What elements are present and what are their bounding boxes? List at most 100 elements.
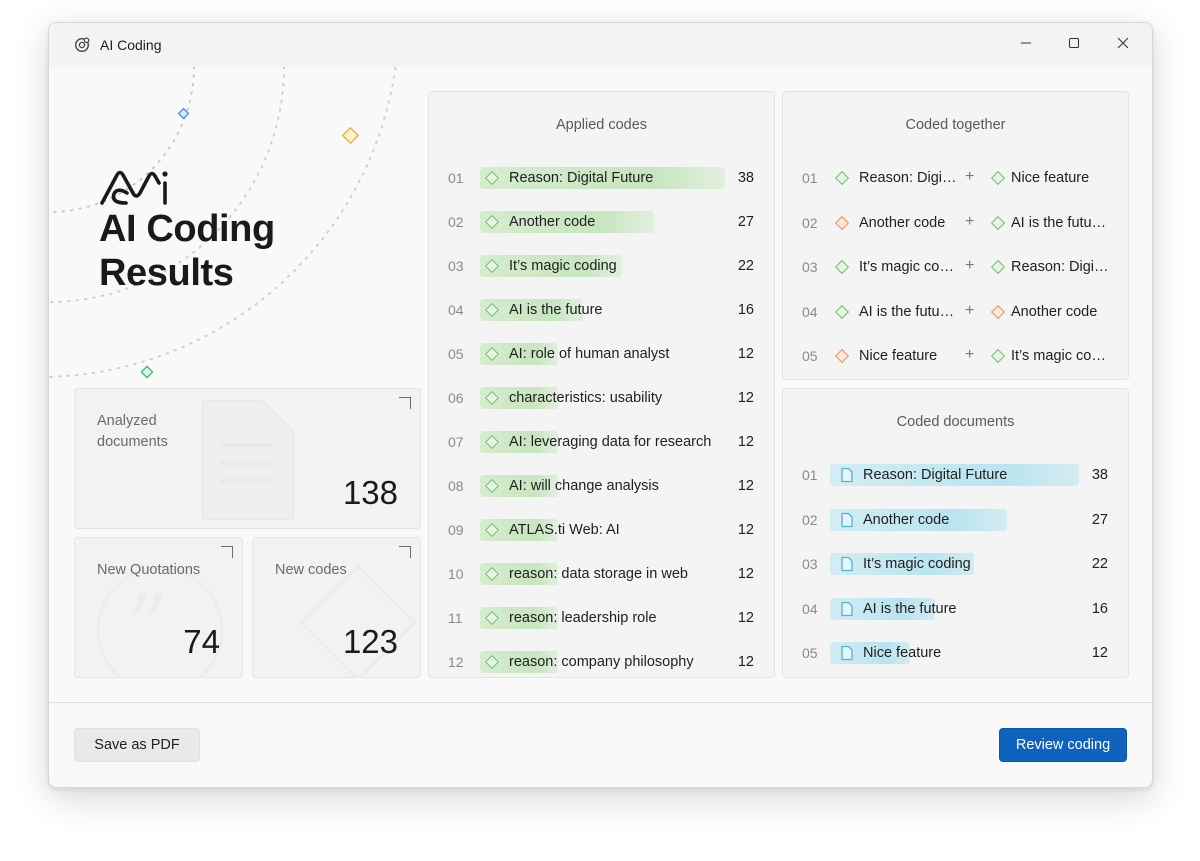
coded-document-row[interactable]: 03 It’s magic coding 22: [783, 542, 1128, 586]
document-icon: [841, 467, 853, 483]
diamond-code-icon: [834, 259, 850, 275]
new-quotations-value: 74: [183, 623, 220, 660]
plus-icon: +: [965, 212, 975, 230]
code-count: 38: [737, 170, 754, 186]
new-quotations-label: New Quotations: [97, 562, 201, 578]
close-button[interactable]: [1100, 23, 1146, 63]
code-count: 12: [737, 610, 754, 626]
coded-document-row[interactable]: 02 Another code 27: [783, 498, 1128, 542]
new-codes-label: New codes: [275, 562, 347, 578]
hero-area: AI Coding Results: [49, 67, 424, 387]
applied-code-row[interactable]: 07 AI: leveraging data for research 12: [429, 420, 774, 464]
applied-code-row[interactable]: 03 It’s magic coding 22: [429, 244, 774, 288]
applied-code-row[interactable]: 05 AI: role of human analyst 12: [429, 332, 774, 376]
diamond-code-icon: [834, 304, 850, 319]
applied-code-row[interactable]: 06 characteristics: usability 12: [429, 376, 774, 420]
plus-icon: +: [965, 301, 975, 319]
ai-coding-icon: [73, 36, 91, 54]
applied-code-row[interactable]: 09 ATLAS.ti Web: AI 12: [429, 508, 774, 552]
applied-code-row[interactable]: 04 AI is the future 16: [429, 288, 774, 332]
applied-code-row[interactable]: 11 reason: leadership role 12: [429, 596, 774, 640]
document-frequency-bar: [830, 553, 974, 575]
code-label-right: It’s magic co…: [1011, 348, 1106, 364]
row-number: 08: [448, 478, 464, 494]
code-count: 12: [737, 478, 754, 494]
document-count: 38: [1091, 467, 1108, 483]
code-label-right: Reason: Digi…: [1011, 259, 1109, 275]
code-label: reason: data storage in web: [509, 566, 688, 582]
applied-code-row[interactable]: 12 reason: company philosophy 12: [429, 640, 774, 677]
row-number: 05: [448, 346, 464, 362]
analyzed-documents-card: Analyzed documents 138: [74, 388, 421, 529]
applied-code-row[interactable]: 10 reason: data storage in web 12: [429, 552, 774, 596]
expand-corner-icon[interactable]: [221, 546, 233, 558]
document-label: Another code: [863, 511, 950, 528]
review-coding-button[interactable]: Review coding: [999, 728, 1127, 762]
minimize-button[interactable]: [1003, 23, 1049, 63]
page-title-line2: Results: [99, 252, 234, 294]
row-number: 01: [448, 170, 464, 186]
row-number: 04: [802, 303, 818, 320]
coded-together-row[interactable]: 02 Another code + AI is the futu…: [783, 201, 1128, 245]
row-number: 01: [802, 467, 818, 483]
row-number: 04: [802, 600, 818, 617]
code-label: AI is the future: [509, 302, 603, 318]
coded-document-row[interactable]: 01 Reason: Digital Future 38: [783, 453, 1128, 497]
applied-code-row[interactable]: 01 Reason: Digital Future 38: [429, 156, 774, 200]
save-as-pdf-button[interactable]: Save as PDF: [74, 728, 200, 762]
new-quotations-card: ” New Quotations 74: [74, 537, 243, 678]
coded-together-row[interactable]: 03 It’s magic co… + Reason: Digi…: [783, 245, 1128, 289]
document-count: 16: [1091, 600, 1108, 617]
row-number: 11: [448, 610, 463, 626]
code-count: 22: [737, 258, 754, 274]
maximize-icon: [1068, 37, 1080, 49]
row-number: 07: [448, 434, 464, 450]
code-watermark-icon: [299, 564, 417, 677]
document-watermark-icon: [202, 400, 294, 520]
decorative-orbits: [49, 67, 397, 379]
row-number: 04: [448, 302, 464, 318]
code-label: It’s magic coding: [509, 258, 617, 274]
code-frequency-bar: [480, 431, 558, 453]
code-label: reason: leadership role: [509, 610, 657, 626]
applied-code-row[interactable]: 02 Another code 27: [429, 200, 774, 244]
footer-divider: [49, 702, 1152, 703]
coded-document-row[interactable]: 04 AI is the future 16: [783, 587, 1128, 631]
plus-icon: +: [965, 256, 975, 274]
code-count: 16: [737, 302, 754, 318]
row-number: 10: [448, 566, 464, 582]
row-number: 03: [802, 259, 818, 275]
coded-together-row[interactable]: 01 Reason: Digi… + Nice feature: [783, 156, 1128, 200]
code-count: 12: [737, 434, 754, 450]
code-label: AI: role of human analyst: [509, 346, 670, 362]
coded-document-row[interactable]: 05 Nice feature 12: [783, 631, 1128, 675]
diamond-code-icon: [834, 215, 850, 230]
applied-codes-title: Applied codes: [555, 117, 648, 133]
row-number: 09: [448, 522, 464, 538]
code-label-left: Nice feature: [859, 348, 938, 364]
code-label-right: AI is the futu…: [1011, 214, 1107, 231]
close-icon: [1117, 37, 1129, 49]
code-label-left: It’s magic co…: [859, 259, 954, 275]
maximize-button[interactable]: [1051, 23, 1097, 63]
row-number: 02: [802, 511, 818, 528]
diamond-code-icon: [834, 348, 850, 364]
analyzed-documents-label: Analyzed documents: [97, 413, 168, 450]
coded-together-row[interactable]: 04 AI is the futu… + Another code: [783, 290, 1128, 334]
code-frequency-bar: [480, 167, 725, 189]
diamond-code-icon: [990, 215, 1006, 230]
title-bar: AI Coding: [49, 23, 1152, 67]
applied-code-row[interactable]: 08 AI: will change analysis 12: [429, 464, 774, 508]
plus-icon: +: [965, 167, 975, 185]
code-frequency-bar: [480, 475, 558, 497]
code-count: 27: [737, 214, 754, 230]
expand-corner-icon[interactable]: [399, 397, 411, 409]
code-label-left: Another code: [859, 214, 946, 231]
coded-documents-panel: Coded documents 01 Reason: Digital Future…: [782, 388, 1129, 678]
expand-corner-icon[interactable]: [399, 546, 411, 558]
code-count: 12: [737, 654, 754, 670]
document-count: 27: [1091, 511, 1108, 528]
code-frequency-bar: [480, 255, 622, 277]
window-title: AI Coding: [100, 37, 162, 53]
coded-together-row[interactable]: 05 Nice feature + It’s magic co…: [783, 334, 1128, 378]
